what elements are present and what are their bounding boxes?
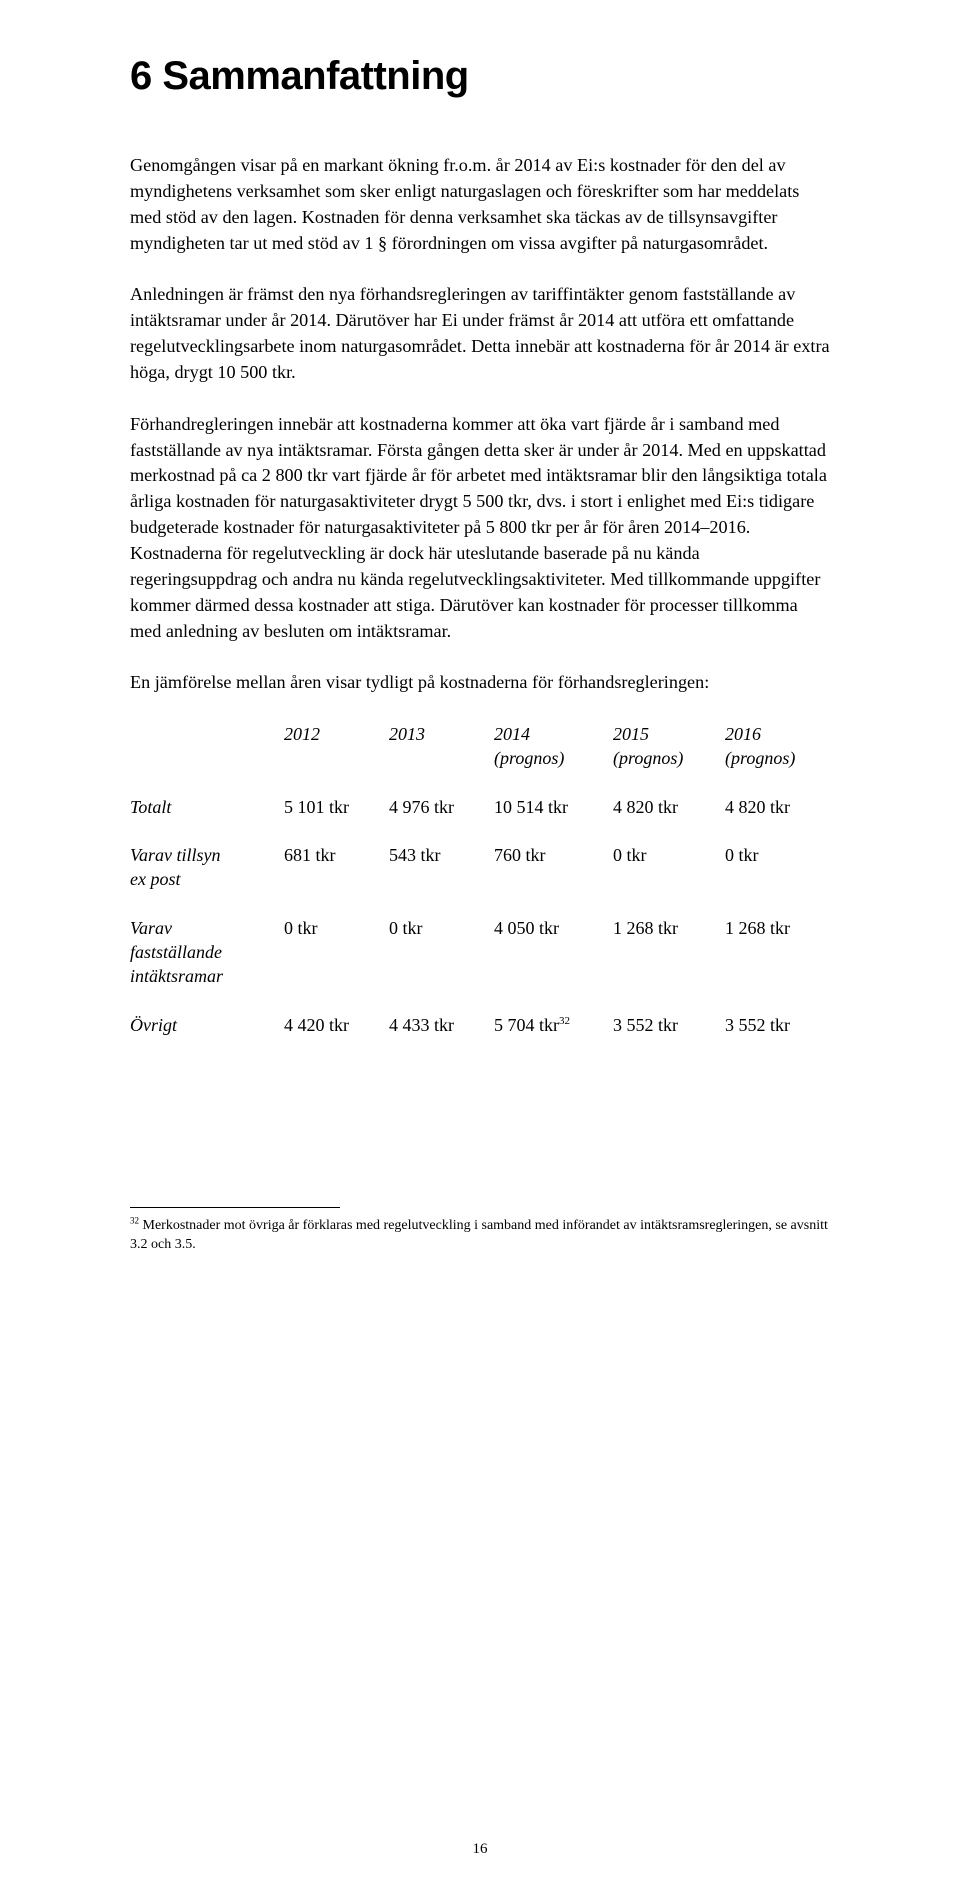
- table-header-row: 2012 2013 2014 (prognos) 2015 (prognos) …: [130, 722, 830, 771]
- cell-value: 5 704 tkr: [494, 1015, 559, 1035]
- cell: 4 820 tkr: [725, 795, 830, 819]
- col-2016: 2016 (prognos): [725, 722, 830, 771]
- paragraph-1: Genomgången visar på en markant ökning f…: [130, 153, 830, 256]
- cell: 0 tkr: [613, 843, 725, 892]
- cell: 10 514 tkr: [494, 795, 613, 819]
- body-text: Genomgången visar på en markant ökning f…: [130, 153, 830, 696]
- col-2015-year: 2015: [613, 724, 649, 744]
- page-number: 16: [0, 1841, 960, 1858]
- paragraph-4: En jämförelse mellan åren visar tydligt …: [130, 670, 830, 696]
- col-2012: 2012: [284, 722, 389, 771]
- row-label-tillsyn: Varav tillsyn ex post: [130, 843, 284, 892]
- cost-comparison-table: 2012 2013 2014 (prognos) 2015 (prognos) …: [130, 722, 830, 1037]
- cell: 760 tkr: [494, 843, 613, 892]
- table-row-varav: Varav fastställande intäktsramar 0 tkr 0…: [130, 916, 830, 989]
- cell: 4 420 tkr: [284, 1013, 389, 1037]
- row-label-varav: Varav fastställande intäktsramar: [130, 916, 284, 989]
- table-row-tillsyn: Varav tillsyn ex post 681 tkr 543 tkr 76…: [130, 843, 830, 892]
- footnote: 32 Merkostnader mot övriga år förklaras …: [130, 1216, 830, 1255]
- row-label-varav-c: intäktsramar: [130, 966, 223, 986]
- row-label-totalt: Totalt: [130, 795, 284, 819]
- cell-with-footnote: 5 704 tkr32: [494, 1013, 613, 1037]
- col-2014-note: (prognos): [494, 748, 564, 768]
- footnote-ref-icon: 32: [559, 1015, 570, 1027]
- cell: 4 433 tkr: [389, 1013, 494, 1037]
- cell: 4 976 tkr: [389, 795, 494, 819]
- row-label-tillsyn-a: Varav tillsyn: [130, 845, 221, 865]
- cell: 3 552 tkr: [613, 1013, 725, 1037]
- cell: 543 tkr: [389, 843, 494, 892]
- cell: 5 101 tkr: [284, 795, 389, 819]
- row-label-tillsyn-b: ex post: [130, 869, 180, 889]
- col-2015-note: (prognos): [613, 748, 683, 768]
- row-label-varav-a: Varav: [130, 918, 172, 938]
- footnote-text: Merkostnader mot övriga år förklaras med…: [130, 1218, 828, 1253]
- cell: 681 tkr: [284, 843, 389, 892]
- table-row-ovrigt: Övrigt 4 420 tkr 4 433 tkr 5 704 tkr32 3…: [130, 1013, 830, 1037]
- paragraph-3: Förhandregleringen innebär att kostnader…: [130, 412, 830, 645]
- col-2013: 2013: [389, 722, 494, 771]
- col-2014-year: 2014: [494, 724, 530, 744]
- col-2016-note: (prognos): [725, 748, 795, 768]
- cell: 0 tkr: [725, 843, 830, 892]
- row-label-varav-b: fastställande: [130, 942, 222, 962]
- paragraph-2: Anledningen är främst den nya förhandsre…: [130, 282, 830, 385]
- cell: 0 tkr: [389, 916, 494, 989]
- col-2016-year: 2016: [725, 724, 761, 744]
- cell: 0 tkr: [284, 916, 389, 989]
- cell: 1 268 tkr: [725, 916, 830, 989]
- cell: 1 268 tkr: [613, 916, 725, 989]
- col-2015: 2015 (prognos): [613, 722, 725, 771]
- cell: 4 820 tkr: [613, 795, 725, 819]
- cell: 3 552 tkr: [725, 1013, 830, 1037]
- footnote-separator: [130, 1207, 340, 1208]
- col-2014: 2014 (prognos): [494, 722, 613, 771]
- cell: 4 050 tkr: [494, 916, 613, 989]
- table-row-totalt: Totalt 5 101 tkr 4 976 tkr 10 514 tkr 4 …: [130, 795, 830, 819]
- footnote-number: 32: [130, 1215, 139, 1225]
- section-heading: 6 Sammanfattning: [130, 54, 830, 99]
- row-label-ovrigt: Övrigt: [130, 1013, 284, 1037]
